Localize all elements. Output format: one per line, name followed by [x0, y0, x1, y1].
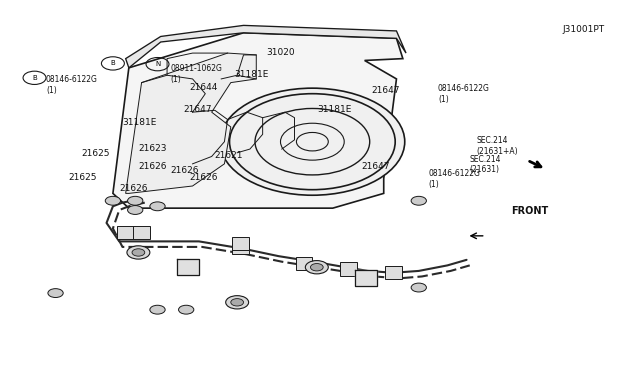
Circle shape	[127, 206, 143, 214]
Text: SEC.214
(21631): SEC.214 (21631)	[470, 155, 501, 174]
Text: 21625: 21625	[81, 149, 109, 158]
Circle shape	[231, 299, 244, 306]
Text: 21621: 21621	[215, 151, 243, 160]
Circle shape	[150, 202, 165, 211]
Text: 31181E: 31181E	[234, 70, 268, 79]
Circle shape	[305, 260, 328, 274]
Text: SEC.214
(21631+A): SEC.214 (21631+A)	[476, 136, 518, 155]
FancyBboxPatch shape	[385, 266, 401, 279]
Text: J31001PT: J31001PT	[562, 25, 604, 34]
Polygon shape	[355, 270, 378, 286]
Text: B: B	[111, 60, 115, 67]
Text: 21625: 21625	[68, 173, 97, 182]
Circle shape	[48, 289, 63, 298]
Circle shape	[150, 305, 165, 314]
Circle shape	[179, 305, 194, 314]
Text: 21623: 21623	[138, 144, 167, 153]
Text: 31181E: 31181E	[122, 118, 157, 127]
Circle shape	[220, 88, 404, 195]
Text: 08911-1062G
(1): 08911-1062G (1)	[170, 64, 222, 84]
Text: 21644: 21644	[189, 83, 218, 92]
FancyBboxPatch shape	[133, 225, 150, 239]
Text: 21647: 21647	[362, 162, 390, 171]
Text: 21626: 21626	[138, 162, 167, 171]
Text: 21626: 21626	[119, 184, 148, 193]
FancyBboxPatch shape	[340, 262, 357, 276]
Text: N: N	[155, 61, 160, 67]
Polygon shape	[113, 33, 403, 208]
Circle shape	[105, 196, 120, 205]
Circle shape	[310, 263, 323, 271]
Text: FRONT: FRONT	[511, 206, 548, 216]
FancyBboxPatch shape	[232, 237, 248, 250]
FancyBboxPatch shape	[232, 240, 248, 254]
Text: 08146-6122G
(1): 08146-6122G (1)	[438, 84, 490, 104]
Text: 21647: 21647	[183, 105, 211, 114]
Polygon shape	[177, 259, 199, 275]
FancyBboxPatch shape	[296, 257, 312, 270]
Text: 21626: 21626	[189, 173, 218, 182]
FancyBboxPatch shape	[117, 225, 134, 239]
Circle shape	[132, 249, 145, 256]
Text: B: B	[32, 75, 37, 81]
Text: 31020: 31020	[266, 48, 294, 57]
Circle shape	[411, 283, 426, 292]
Text: 31181E: 31181E	[317, 105, 351, 114]
Circle shape	[226, 296, 248, 309]
Text: 08146-6122G
(1): 08146-6122G (1)	[46, 75, 98, 94]
Text: 08146-6122G
(1): 08146-6122G (1)	[428, 169, 480, 189]
Text: 21626: 21626	[170, 166, 199, 175]
Polygon shape	[125, 53, 256, 193]
Text: 21647: 21647	[371, 86, 399, 95]
Polygon shape	[125, 25, 406, 68]
Circle shape	[411, 196, 426, 205]
Circle shape	[127, 246, 150, 259]
Circle shape	[127, 196, 143, 205]
